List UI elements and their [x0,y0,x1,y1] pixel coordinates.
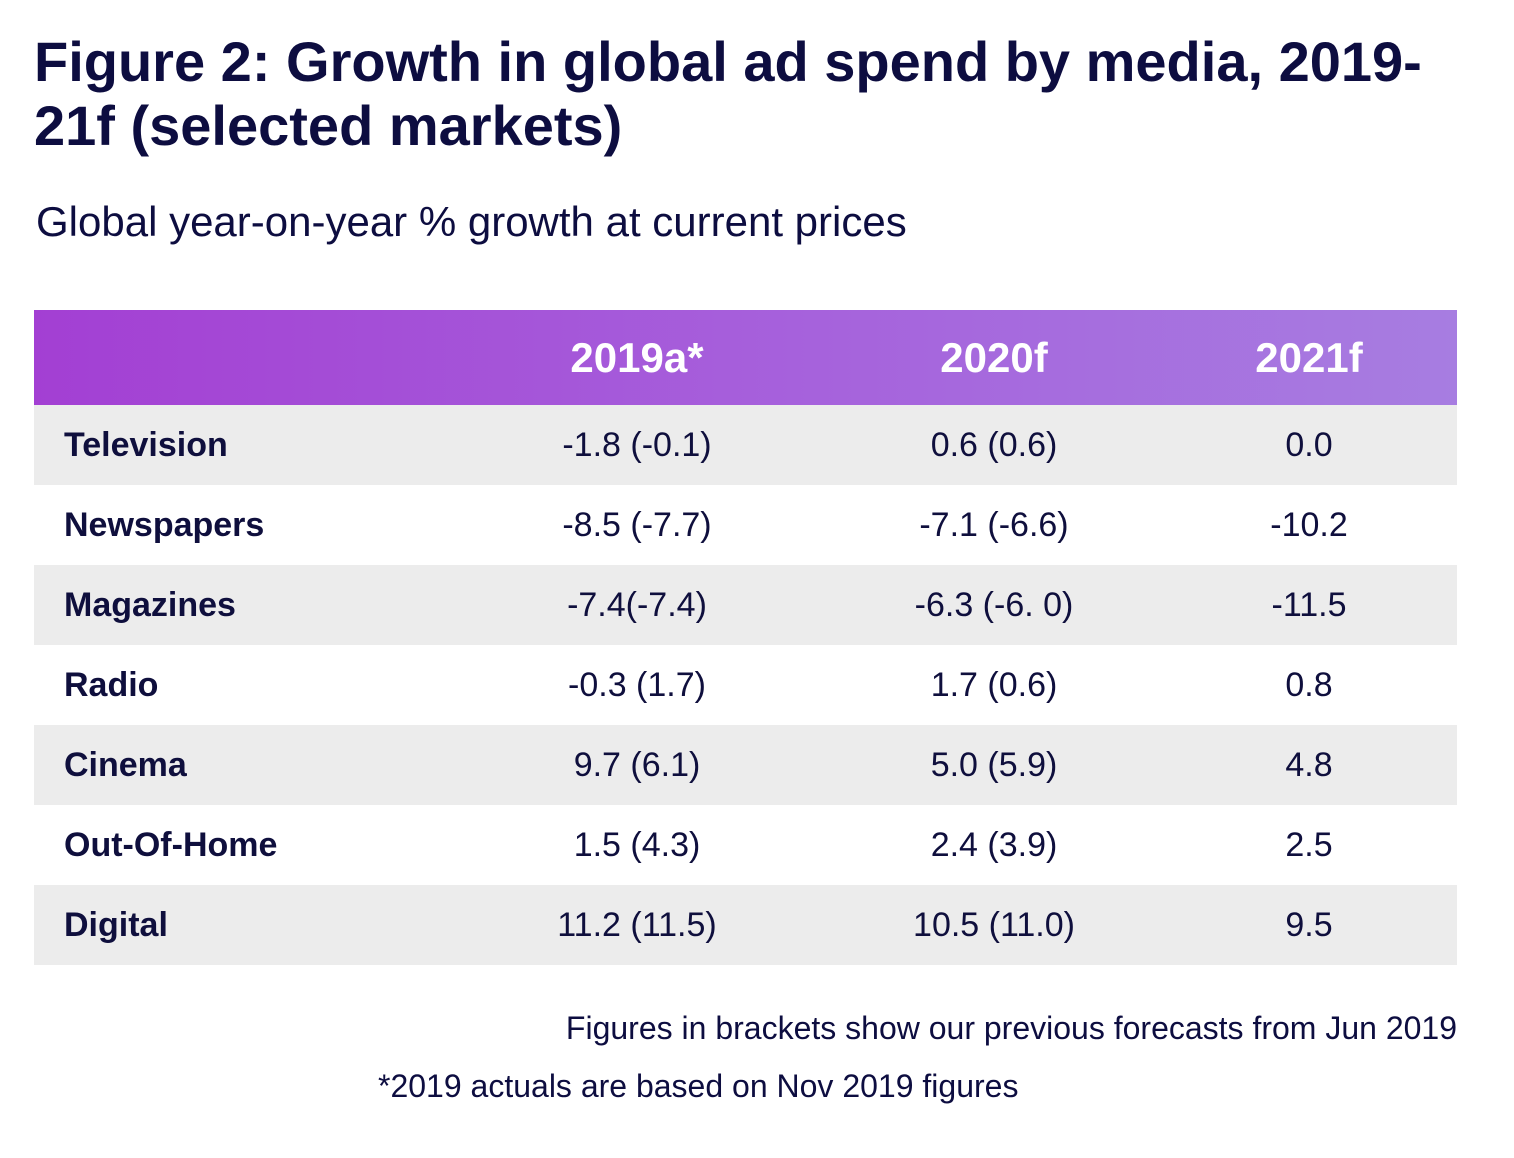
table-row: Magazines -7.4(-7.4) -6.3 (-6. 0) -11.5 [34,565,1457,645]
table-row: Newspapers -8.5 (-7.7) -7.1 (-6.6) -10.2 [34,485,1457,565]
table-row: Digital 11.2 (11.5) 10.5 (11.0) 9.5 [34,885,1457,965]
growth-table: 2019a* 2020f 2021f Television -1.8 (-0.1… [34,310,1457,965]
cell-value: 11.2 (11.5) [557,905,717,944]
row-label-digital: Digital [64,905,168,944]
table-row: Cinema 9.7 (6.1) 5.0 (5.9) 4.8 [34,725,1457,805]
cell-value: -7.4(-7.4) [567,585,707,624]
table-row: Television -1.8 (-0.1) 0.6 (0.6) 0.0 [34,405,1457,485]
table-row: Radio -0.3 (1.7) 1.7 (0.6) 0.8 [34,645,1457,725]
row-label-radio: Radio [64,665,159,704]
cell-value: -8.5 (-7.7) [562,505,712,544]
table-row: Out-Of-Home 1.5 (4.3) 2.4 (3.9) 2.5 [34,805,1457,885]
cell-value: -6.3 (-6. 0) [914,585,1074,624]
header-2020f: 2020f [940,333,1048,381]
cell-value: -10.2 [1270,505,1348,544]
footnote-actuals: *2019 actuals are based on Nov 2019 figu… [378,1068,1019,1104]
cell-value: 9.7 (6.1) [573,745,701,784]
header-2019a: 2019a* [570,333,704,381]
cell-value: 0.0 [1285,425,1333,464]
cell-value: 10.5 (11.0) [913,905,1075,944]
cell-value: -0.3 (1.7) [568,665,706,704]
row-label-cinema: Cinema [64,745,187,784]
row-label-newspapers: Newspapers [64,505,265,544]
footnote-brackets: Figures in brackets show our previous fo… [565,1010,1457,1046]
row-label-television: Television [64,425,228,464]
cell-value: 5.0 (5.9) [930,745,1058,784]
cell-value: 2.4 (3.9) [930,825,1058,864]
cell-value: 4.8 [1285,745,1333,784]
cell-value: -1.8 (-0.1) [562,425,712,464]
table-header-row: 2019a* 2020f 2021f [34,310,1457,405]
cell-value: 2.5 [1285,825,1333,864]
figure-title: Figure 2: Growth in global ad spend by m… [34,30,1422,157]
figure-subtitle: Global year-on-year % growth at current … [36,198,907,245]
header-2021f: 2021f [1255,333,1363,381]
cell-value: 9.5 [1285,905,1333,944]
cell-value: 1.5 (4.3) [573,825,701,864]
cell-value: -11.5 [1271,585,1347,624]
row-label-out-of-home: Out-Of-Home [64,825,278,864]
row-label-magazines: Magazines [64,585,236,624]
cell-value: -7.1 (-6.6) [919,505,1069,544]
cell-value: 0.6 (0.6) [930,425,1058,464]
cell-value: 0.8 [1285,665,1333,704]
cell-value: 1.7 (0.6) [930,665,1058,704]
